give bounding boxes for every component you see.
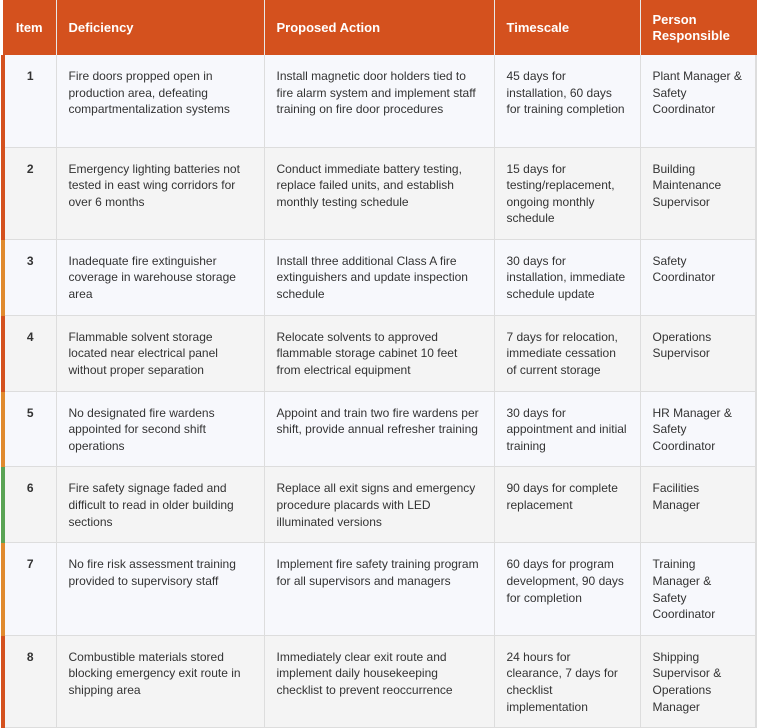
- item-number: 6: [1, 466, 57, 544]
- item-number: 3: [1, 239, 57, 316]
- proposed-action-cell: Appoint and train two fire wardens per s…: [264, 391, 495, 468]
- deficiency-cell: Fire doors propped open in production ar…: [56, 55, 265, 148]
- item-number: 2: [1, 147, 57, 240]
- person-responsible-cell: Plant Manager & Safety Coordinator: [640, 55, 757, 148]
- timescale-cell: 90 days for complete replacement: [494, 466, 641, 544]
- person-responsible-cell: Building Maintenance Supervisor: [640, 147, 757, 240]
- table-row: 2 Emergency lighting batteries not teste…: [1, 147, 757, 240]
- proposed-action-cell: Implement fire safety training program f…: [264, 542, 495, 636]
- header-deficiency: Deficiency: [56, 0, 265, 55]
- table-row: 1 Fire doors propped open in production …: [1, 55, 757, 148]
- table-row: 8 Combustible materials stored blocking …: [1, 635, 757, 728]
- item-number: 5: [1, 391, 57, 468]
- proposed-action-cell: Immediately clear exit route and impleme…: [264, 635, 495, 728]
- item-number: 7: [1, 542, 57, 636]
- deficiency-cell: Fire safety signage faded and difficult …: [56, 466, 265, 544]
- person-responsible-cell: Training Manager & Safety Coordinator: [640, 542, 757, 636]
- deficiency-cell: No fire risk assessment training provide…: [56, 542, 265, 636]
- person-responsible-cell: Operations Supervisor: [640, 315, 757, 392]
- table-row: 3 Inadequate fire extinguisher coverage …: [1, 239, 757, 316]
- timescale-cell: 30 days for appointment and initial trai…: [494, 391, 641, 468]
- person-responsible-cell: Facilities Manager: [640, 466, 757, 544]
- item-number: 8: [1, 635, 57, 728]
- proposed-action-cell: Install magnetic door holders tied to fi…: [264, 55, 495, 148]
- timescale-cell: 7 days for relocation, immediate cessati…: [494, 315, 641, 392]
- header-timescale: Timescale: [494, 0, 641, 55]
- person-responsible-cell: Shipping Supervisor & Operations Manager: [640, 635, 757, 728]
- person-responsible-cell: Safety Coordinator: [640, 239, 757, 316]
- timescale-cell: 24 hours for clearance, 7 days for check…: [494, 635, 641, 728]
- item-number: 1: [1, 55, 57, 148]
- timescale-cell: 45 days for installation, 60 days for tr…: [494, 55, 641, 148]
- timescale-cell: 30 days for installation, immediate sche…: [494, 239, 641, 316]
- table-row: 7 No fire risk assessment training provi…: [1, 542, 757, 636]
- header-item: Item: [3, 0, 57, 55]
- deficiency-cell: Emergency lighting batteries not tested …: [56, 147, 265, 240]
- proposed-action-cell: Replace all exit signs and emergency pro…: [264, 466, 495, 544]
- timescale-cell: 15 days for testing/replacement, ongoing…: [494, 147, 641, 240]
- proposed-action-cell: Relocate solvents to approved flammable …: [264, 315, 495, 392]
- proposed-action-cell: Conduct immediate battery testing, repla…: [264, 147, 495, 240]
- header-person-responsible: Person Responsible: [640, 0, 757, 55]
- deficiency-cell: Inadequate fire extinguisher coverage in…: [56, 239, 265, 316]
- table-row: 5 No designated fire wardens appointed f…: [1, 391, 757, 468]
- table-row: 6 Fire safety signage faded and difficul…: [1, 466, 757, 544]
- deficiency-cell: Flammable solvent storage located near e…: [56, 315, 265, 392]
- header-proposed-action: Proposed Action: [264, 0, 495, 55]
- deficiency-cell: Combustible materials stored blocking em…: [56, 635, 265, 728]
- table-header-row: Item Deficiency Proposed Action Timescal…: [3, 0, 757, 55]
- timescale-cell: 60 days for program development, 90 days…: [494, 542, 641, 636]
- person-responsible-cell: HR Manager & Safety Coordinator: [640, 391, 757, 468]
- table-row: 4 Flammable solvent storage located near…: [1, 315, 757, 392]
- proposed-action-cell: Install three additional Class A fire ex…: [264, 239, 495, 316]
- deficiency-cell: No designated fire wardens appointed for…: [56, 391, 265, 468]
- item-number: 4: [1, 315, 57, 392]
